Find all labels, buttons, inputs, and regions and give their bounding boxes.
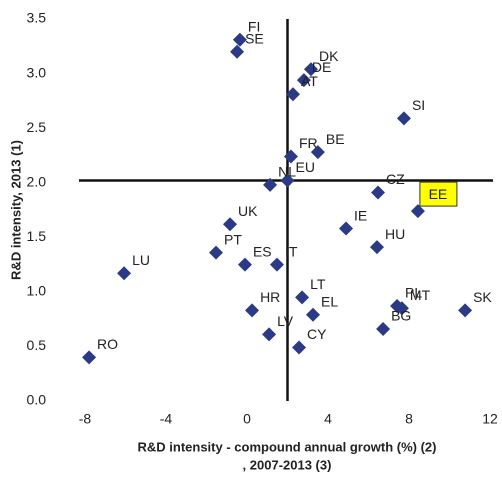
- point: [209, 245, 224, 260]
- y-tick-label: 3.0: [27, 64, 47, 80]
- point: [280, 173, 295, 188]
- y-tick-label: 1.0: [27, 283, 47, 299]
- point-label: CY: [307, 326, 327, 342]
- x-tick-label: 12: [482, 411, 498, 427]
- point-label: EU: [296, 159, 315, 175]
- point-label: ES: [253, 243, 272, 259]
- point: [285, 87, 300, 102]
- point-label: LU: [132, 252, 150, 268]
- point: [232, 32, 247, 47]
- x-tick-label: 4: [324, 411, 332, 427]
- point-label: UK: [238, 203, 258, 219]
- point-label: BG: [391, 308, 411, 324]
- point: [394, 301, 409, 316]
- point: [339, 221, 354, 236]
- point-label: MT: [410, 287, 431, 303]
- point: [310, 145, 325, 160]
- y-axis-title: R&D intensity, 2013 (1): [8, 140, 23, 280]
- point-label: NL: [278, 164, 296, 180]
- x-axis-title: , 2007-2013 (3): [243, 457, 332, 472]
- point-label: BE: [326, 131, 345, 147]
- point-label: AT: [301, 73, 318, 89]
- point: [262, 327, 277, 342]
- point-label: DE: [312, 59, 331, 75]
- point-label: PL: [405, 285, 422, 301]
- y-tick-label: 2.5: [27, 119, 47, 135]
- point-label: HR: [260, 289, 280, 305]
- point-label: FI: [248, 18, 260, 34]
- point: [117, 266, 132, 281]
- highlight-box: [419, 181, 458, 207]
- point-label: LV: [277, 313, 294, 329]
- x-tick-label: 0: [243, 411, 251, 427]
- point-label: SI: [412, 97, 425, 113]
- point-label: IT: [285, 243, 298, 259]
- y-tick-label: 3.5: [27, 10, 47, 26]
- point: [376, 321, 391, 336]
- x-tick-label: -8: [79, 411, 92, 427]
- point: [410, 204, 425, 219]
- y-tick-label: 2.0: [27, 173, 47, 189]
- point: [283, 149, 298, 164]
- point-label: EE: [429, 186, 448, 202]
- point: [269, 257, 284, 272]
- point: [245, 303, 260, 318]
- point: [303, 62, 318, 77]
- point-label: FR: [299, 135, 318, 151]
- x-axis-title: R&D intensity - compound annual growth (…: [138, 439, 437, 454]
- x-tick-label: 8: [405, 411, 413, 427]
- point: [458, 303, 473, 318]
- point-label: EL: [321, 293, 338, 309]
- y-tick-label: 0.0: [27, 392, 47, 408]
- point: [371, 185, 386, 200]
- point-label: RO: [97, 336, 118, 352]
- point-label: SE: [245, 30, 264, 46]
- point-label: CZ: [386, 171, 405, 187]
- x-tick-label: -4: [160, 411, 173, 427]
- point: [82, 350, 97, 365]
- point-label: HU: [385, 226, 405, 242]
- point: [306, 307, 321, 322]
- point: [295, 290, 310, 305]
- point: [230, 44, 245, 59]
- point-label: LT: [310, 276, 326, 292]
- point: [263, 177, 278, 192]
- point-label: IE: [354, 207, 367, 223]
- y-tick-label: 1.5: [27, 228, 47, 244]
- point-label: PT: [224, 231, 242, 247]
- y-tick-label: 0.5: [27, 337, 47, 353]
- point: [222, 217, 237, 232]
- point: [296, 73, 311, 88]
- point: [292, 340, 307, 355]
- point: [237, 257, 252, 272]
- point: [396, 111, 411, 126]
- point: [370, 240, 385, 255]
- point-label: SK: [473, 289, 492, 305]
- point-label: DK: [319, 48, 339, 64]
